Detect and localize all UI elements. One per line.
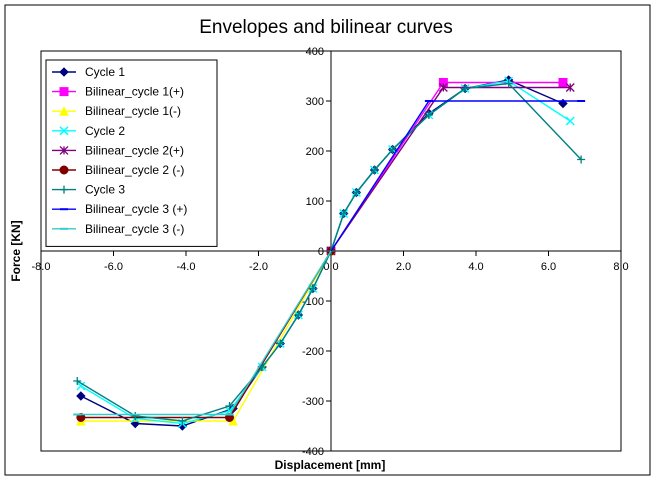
series-8-point <box>577 100 586 102</box>
legend-entry: Bilinear_cycle 1(+) <box>85 85 184 99</box>
x-tick-label: -4.0 <box>177 261 196 273</box>
y-tick-label: 400 <box>306 46 324 58</box>
legend-entry: Bilinear_cycle 3 (-) <box>85 222 184 236</box>
x-tick-label: -2.0 <box>249 261 268 273</box>
series-7-point <box>388 145 397 154</box>
y-tick-label: 200 <box>306 146 324 158</box>
chart-title: Envelopes and bilinear curves <box>199 17 453 38</box>
x-tick-label: 0.0 <box>323 261 338 273</box>
legend-entry: Cycle 3 <box>85 183 125 197</box>
x-tick-label: 6.0 <box>541 261 556 273</box>
series-9-point <box>225 413 234 416</box>
y-tick-label: -200 <box>302 346 324 358</box>
legend-swatch-marker <box>59 87 69 97</box>
x-axis-label: Displacement [mm] <box>275 458 386 472</box>
legend-swatch-marker <box>59 126 69 136</box>
series-1-point <box>76 391 86 401</box>
legend-entry: Bilinear_cycle 1(-) <box>85 104 181 118</box>
series-4-point <box>565 116 575 126</box>
legend-swatch-marker <box>60 208 68 211</box>
series-8 <box>330 100 586 252</box>
legend-swatch-marker <box>60 185 68 194</box>
legend-swatch-marker <box>59 145 69 155</box>
series-7-point <box>504 79 513 88</box>
series-7-point <box>73 377 82 385</box>
series-7-point <box>370 166 379 174</box>
series-5-point <box>438 83 448 92</box>
y-tick-label: 100 <box>306 196 324 208</box>
x-tick-label: 4.0 <box>468 261 483 273</box>
series-9 <box>73 250 332 416</box>
series-7-point <box>461 84 470 93</box>
series-7-point <box>352 188 361 197</box>
series-7-point <box>339 209 348 218</box>
series-5-point <box>565 83 575 92</box>
series-7-point <box>308 284 317 293</box>
y-tick-label: -400 <box>302 446 324 458</box>
legend-swatch-marker <box>60 227 68 230</box>
series-7-point <box>131 412 140 420</box>
y-tick-label: 300 <box>306 96 324 108</box>
series-7-point <box>577 155 586 164</box>
series-7-point <box>294 311 303 319</box>
legend-entry: Bilinear_cycle 3 (+) <box>85 202 187 216</box>
series-7-point <box>225 402 234 410</box>
series-9-point <box>73 413 82 416</box>
x-tick-label: 2.0 <box>396 261 411 273</box>
legend-swatch-marker <box>59 67 69 77</box>
legend-entry: Bilinear_cycle 2(+) <box>85 143 184 157</box>
series-7-point <box>276 339 285 348</box>
series-8-point <box>424 100 433 102</box>
legend-entry: Bilinear_cycle 2 (-) <box>85 163 184 177</box>
series-4-point <box>76 381 86 391</box>
x-tick-label: -8.0 <box>32 261 51 273</box>
legend-swatch-marker <box>59 106 69 116</box>
series-2-point <box>558 78 568 87</box>
legend-entry: Cycle 1 <box>85 65 125 79</box>
legend-entry: Cycle 2 <box>85 124 125 138</box>
series-1-point <box>177 421 188 431</box>
series-7-point <box>424 111 433 119</box>
series-7-point <box>178 417 187 425</box>
legend-swatch-marker <box>59 165 69 175</box>
x-tick-label: 8.0 <box>613 261 628 273</box>
x-tick-label: -6.0 <box>104 261 123 273</box>
y-tick-label: 0 <box>318 246 324 258</box>
y-tick-label: -300 <box>302 396 324 408</box>
y-axis-label: Force [KN] <box>9 220 23 281</box>
